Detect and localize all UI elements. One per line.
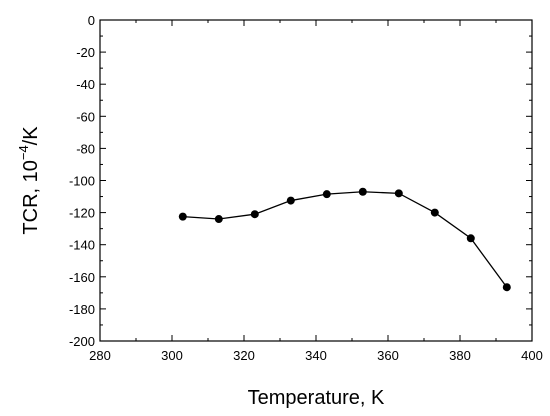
x-tick-label: 320 (233, 348, 255, 363)
plot-area (99, 19, 533, 342)
y-axis-title-suffix: /K (20, 126, 42, 146)
axis-ticks: 280 300 320 340 360 380 400 0 -20 -40 -60 -80 -100 -1… (69, 13, 543, 363)
y-tick-label: -120 (69, 206, 95, 221)
data-point (214, 215, 223, 224)
data-point (502, 283, 511, 292)
data-series (178, 187, 511, 292)
data-point (394, 189, 403, 198)
x-tick-label: 400 (521, 348, 543, 363)
data-point (322, 190, 331, 199)
data-point (430, 208, 439, 217)
data-point (466, 234, 475, 243)
y-axis-title-exponent: −4 (16, 145, 31, 160)
x-tick-label: 300 (161, 348, 183, 363)
x-axis-title: Temperature, K (248, 387, 385, 409)
y-axis-title-prefix: TCR, 10 (20, 160, 42, 234)
y-tick-label: -40 (76, 77, 95, 92)
y-tick-label: 0 (88, 13, 95, 28)
y-tick-label: -20 (76, 45, 95, 60)
y-tick-label: -100 (69, 174, 95, 189)
y-tick-label: -180 (69, 302, 95, 317)
data-point (178, 212, 187, 221)
x-tick-label: 340 (305, 348, 327, 363)
data-point (250, 210, 259, 219)
data-point (358, 187, 367, 196)
x-tick-label: 380 (449, 348, 471, 363)
y-tick-label: -60 (76, 109, 95, 124)
plot-frame (99, 19, 533, 342)
y-tick-label: -160 (69, 270, 95, 285)
y-tick-label: -80 (76, 141, 95, 156)
y-tick-label: -200 (69, 334, 95, 349)
x-tick-label: 280 (89, 348, 111, 363)
y-axis-title: TCR, 10−4/K (16, 126, 42, 235)
series-line (182, 191, 508, 288)
data-point (286, 196, 295, 205)
x-tick-label: 360 (377, 348, 399, 363)
y-tick-label: -140 (69, 238, 95, 253)
